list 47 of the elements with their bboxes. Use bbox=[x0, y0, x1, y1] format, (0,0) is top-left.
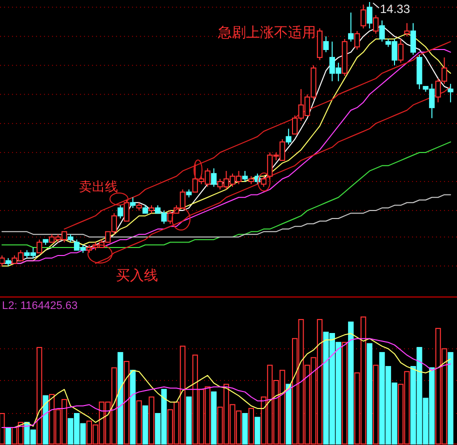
candlestick bbox=[448, 83, 454, 103]
bar bbox=[211, 391, 217, 444]
candlestick bbox=[379, 20, 385, 42]
bar bbox=[0, 413, 5, 444]
bar bbox=[186, 396, 192, 444]
candlestick bbox=[373, 14, 379, 34]
annotation: 14.33 bbox=[380, 2, 410, 16]
bar bbox=[448, 352, 454, 444]
bar bbox=[136, 400, 142, 444]
candlestick bbox=[0, 254, 5, 266]
candlestick bbox=[410, 22, 416, 56]
candlestick bbox=[404, 22, 410, 37]
candlestick bbox=[323, 36, 329, 53]
candlestick bbox=[286, 128, 292, 146]
bar bbox=[342, 342, 348, 444]
bar bbox=[5, 426, 12, 444]
bar bbox=[148, 396, 154, 444]
candlestick bbox=[360, 4, 366, 29]
bar bbox=[254, 416, 260, 444]
candlestick bbox=[180, 188, 186, 208]
candlestick bbox=[398, 38, 404, 64]
text: 买入线 bbox=[116, 267, 158, 283]
candlestick bbox=[36, 239, 42, 254]
bar bbox=[142, 405, 148, 444]
bar bbox=[242, 413, 248, 444]
bar bbox=[124, 360, 130, 444]
candlestick bbox=[354, 30, 360, 50]
bar bbox=[373, 364, 379, 444]
candlestick bbox=[130, 196, 136, 208]
candlestick bbox=[242, 170, 248, 182]
candlestick bbox=[211, 168, 217, 188]
candlestick bbox=[348, 12, 354, 42]
chart-title: L2: 1164425.63 bbox=[2, 300, 78, 312]
bar bbox=[118, 352, 124, 444]
candlestick bbox=[260, 176, 266, 188]
bar bbox=[248, 408, 254, 444]
bar bbox=[286, 384, 292, 444]
bar bbox=[36, 346, 42, 444]
annotation: 急剧上涨不适用 bbox=[217, 24, 316, 40]
candlestick bbox=[366, 2, 372, 29]
bar bbox=[348, 322, 354, 444]
candlestick bbox=[124, 200, 130, 222]
bar bbox=[42, 395, 48, 444]
annotation: 卖出线 bbox=[79, 179, 118, 194]
candlestick bbox=[118, 204, 124, 219]
bar bbox=[366, 343, 372, 444]
bar bbox=[130, 370, 136, 444]
